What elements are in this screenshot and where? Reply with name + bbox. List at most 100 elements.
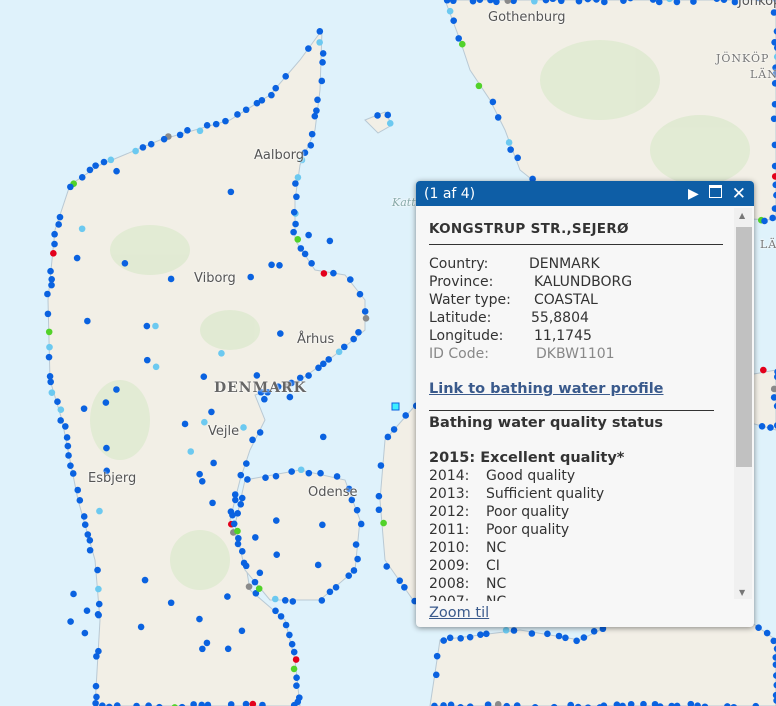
bathing-site-marker[interactable]	[179, 703, 186, 706]
bathing-site-marker[interactable]	[316, 39, 323, 46]
bathing-site-marker[interactable]	[249, 436, 256, 444]
bathing-site-marker[interactable]	[655, 0, 663, 6]
bathing-site-marker[interactable]	[773, 645, 776, 652]
bathing-site-marker[interactable]	[758, 422, 766, 430]
bathing-site-marker[interactable]	[666, 0, 673, 3]
bathing-site-marker[interactable]	[771, 141, 776, 149]
bathing-site-marker[interactable]	[466, 703, 474, 706]
bathing-site-marker[interactable]	[440, 637, 448, 644]
bathing-site-marker[interactable]	[619, 702, 626, 706]
bathing-site-marker[interactable]	[113, 167, 120, 175]
bathing-site-marker[interactable]	[773, 422, 776, 429]
bathing-site-marker[interactable]	[253, 372, 261, 379]
bathing-site-marker[interactable]	[375, 506, 383, 514]
bathing-site-marker[interactable]	[46, 343, 53, 351]
bathing-site-marker[interactable]	[447, 701, 455, 706]
bathing-site-marker[interactable]	[176, 131, 184, 139]
bathing-site-marker[interactable]	[276, 262, 283, 269]
bathing-site-marker[interactable]	[510, 0, 517, 5]
bathing-site-marker[interactable]	[272, 607, 279, 615]
bathing-site-marker[interactable]	[227, 188, 235, 196]
bathing-site-marker[interactable]	[731, 0, 739, 6]
bathing-site-marker[interactable]	[95, 611, 102, 619]
bathing-site-marker[interactable]	[318, 77, 326, 85]
bathing-site-marker[interactable]	[701, 703, 709, 706]
bathing-site-marker[interactable]	[584, 0, 592, 3]
zoom-to-link[interactable]: Zoom til	[429, 605, 490, 621]
bathing-site-marker[interactable]	[208, 408, 215, 416]
bathing-site-marker[interactable]	[767, 424, 774, 431]
bathing-site-marker[interactable]	[446, 7, 454, 15]
bathing-site-marker[interactable]	[245, 583, 253, 590]
bathing-site-marker[interactable]	[730, 703, 738, 706]
bathing-site-marker[interactable]	[113, 386, 120, 393]
bathing-site-marker[interactable]	[51, 240, 58, 248]
bathing-site-marker[interactable]	[277, 330, 284, 337]
bathing-site-marker[interactable]	[86, 166, 94, 174]
bathing-site-marker[interactable]	[293, 674, 300, 682]
bathing-site-marker[interactable]	[190, 701, 197, 706]
bathing-site-marker[interactable]	[297, 466, 305, 474]
bathing-site-marker[interactable]	[383, 563, 391, 570]
bathing-site-marker[interactable]	[73, 254, 81, 262]
bathing-site-marker[interactable]	[356, 290, 364, 298]
bathing-site-marker[interactable]	[199, 645, 206, 653]
bathing-site-marker[interactable]	[47, 378, 54, 386]
bathing-site-marker[interactable]	[56, 213, 64, 221]
bathing-site-marker[interactable]	[450, 17, 457, 24]
bathing-site-marker[interactable]	[242, 106, 250, 114]
bathing-site-marker[interactable]	[238, 494, 246, 502]
bathing-site-marker[interactable]	[353, 506, 361, 514]
bathing-site-marker[interactable]	[196, 615, 203, 623]
bathing-site-marker[interactable]	[57, 406, 65, 414]
bathing-site-marker[interactable]	[532, 703, 539, 706]
bathing-site-marker[interactable]	[507, 146, 514, 153]
bathing-site-marker[interactable]	[771, 205, 776, 212]
bathing-site-marker[interactable]	[694, 702, 701, 706]
bathing-site-marker[interactable]	[755, 0, 762, 2]
bathing-site-marker[interactable]	[64, 442, 72, 450]
bathing-site-marker[interactable]	[773, 28, 776, 35]
bathing-site-marker[interactable]	[433, 652, 441, 660]
bathing-site-marker[interactable]	[282, 621, 290, 629]
bathing-site-marker[interactable]	[69, 470, 77, 477]
bathing-site-marker[interactable]	[86, 546, 94, 554]
bathing-site-marker[interactable]	[243, 460, 250, 467]
bathing-site-marker[interactable]	[251, 578, 259, 586]
bathing-site-marker[interactable]	[724, 703, 731, 706]
bathing-site-marker[interactable]	[100, 158, 108, 166]
bathing-site-marker[interactable]	[297, 245, 305, 252]
bathing-site-marker[interactable]	[143, 322, 151, 330]
bathing-site-marker[interactable]	[487, 0, 494, 4]
bathing-site-marker[interactable]	[348, 496, 356, 504]
bathing-site-marker[interactable]	[599, 625, 607, 633]
bathing-site-marker[interactable]	[227, 701, 235, 706]
bathing-water-markers[interactable]	[44, 0, 776, 706]
bathing-site-marker[interactable]	[96, 507, 103, 515]
bathing-site-marker[interactable]	[325, 356, 332, 363]
bathing-site-marker[interactable]	[227, 508, 235, 515]
bathing-site-marker[interactable]	[80, 405, 88, 412]
bathing-site-marker[interactable]	[760, 366, 767, 374]
bathing-site-marker[interactable]	[502, 626, 510, 634]
bathing-site-marker[interactable]	[772, 70, 776, 78]
bathing-site-marker[interactable]	[317, 469, 324, 477]
bathing-site-marker[interactable]	[771, 79, 776, 87]
bathing-site-marker[interactable]	[673, 0, 681, 6]
bathing-site-marker[interactable]	[249, 700, 257, 706]
bathing-site-marker[interactable]	[83, 607, 91, 614]
bathing-site-marker[interactable]	[593, 0, 600, 3]
bathing-site-marker[interactable]	[252, 589, 260, 597]
bathing-site-marker[interactable]	[247, 273, 254, 281]
bathing-site-marker[interactable]	[231, 491, 239, 498]
bathing-site-marker[interactable]	[773, 681, 776, 689]
bathing-site-marker[interactable]	[290, 648, 298, 656]
bathing-site-marker[interactable]	[203, 122, 211, 129]
bathing-site-marker[interactable]	[773, 402, 776, 410]
bathing-site-marker[interactable]	[204, 701, 212, 706]
bathing-site-marker[interactable]	[62, 423, 69, 430]
bathing-site-marker[interactable]	[476, 0, 484, 3]
scroll-down-icon[interactable]: ▼	[739, 588, 746, 597]
bathing-site-marker[interactable]	[292, 656, 300, 663]
bathing-site-marker[interactable]	[152, 363, 160, 371]
